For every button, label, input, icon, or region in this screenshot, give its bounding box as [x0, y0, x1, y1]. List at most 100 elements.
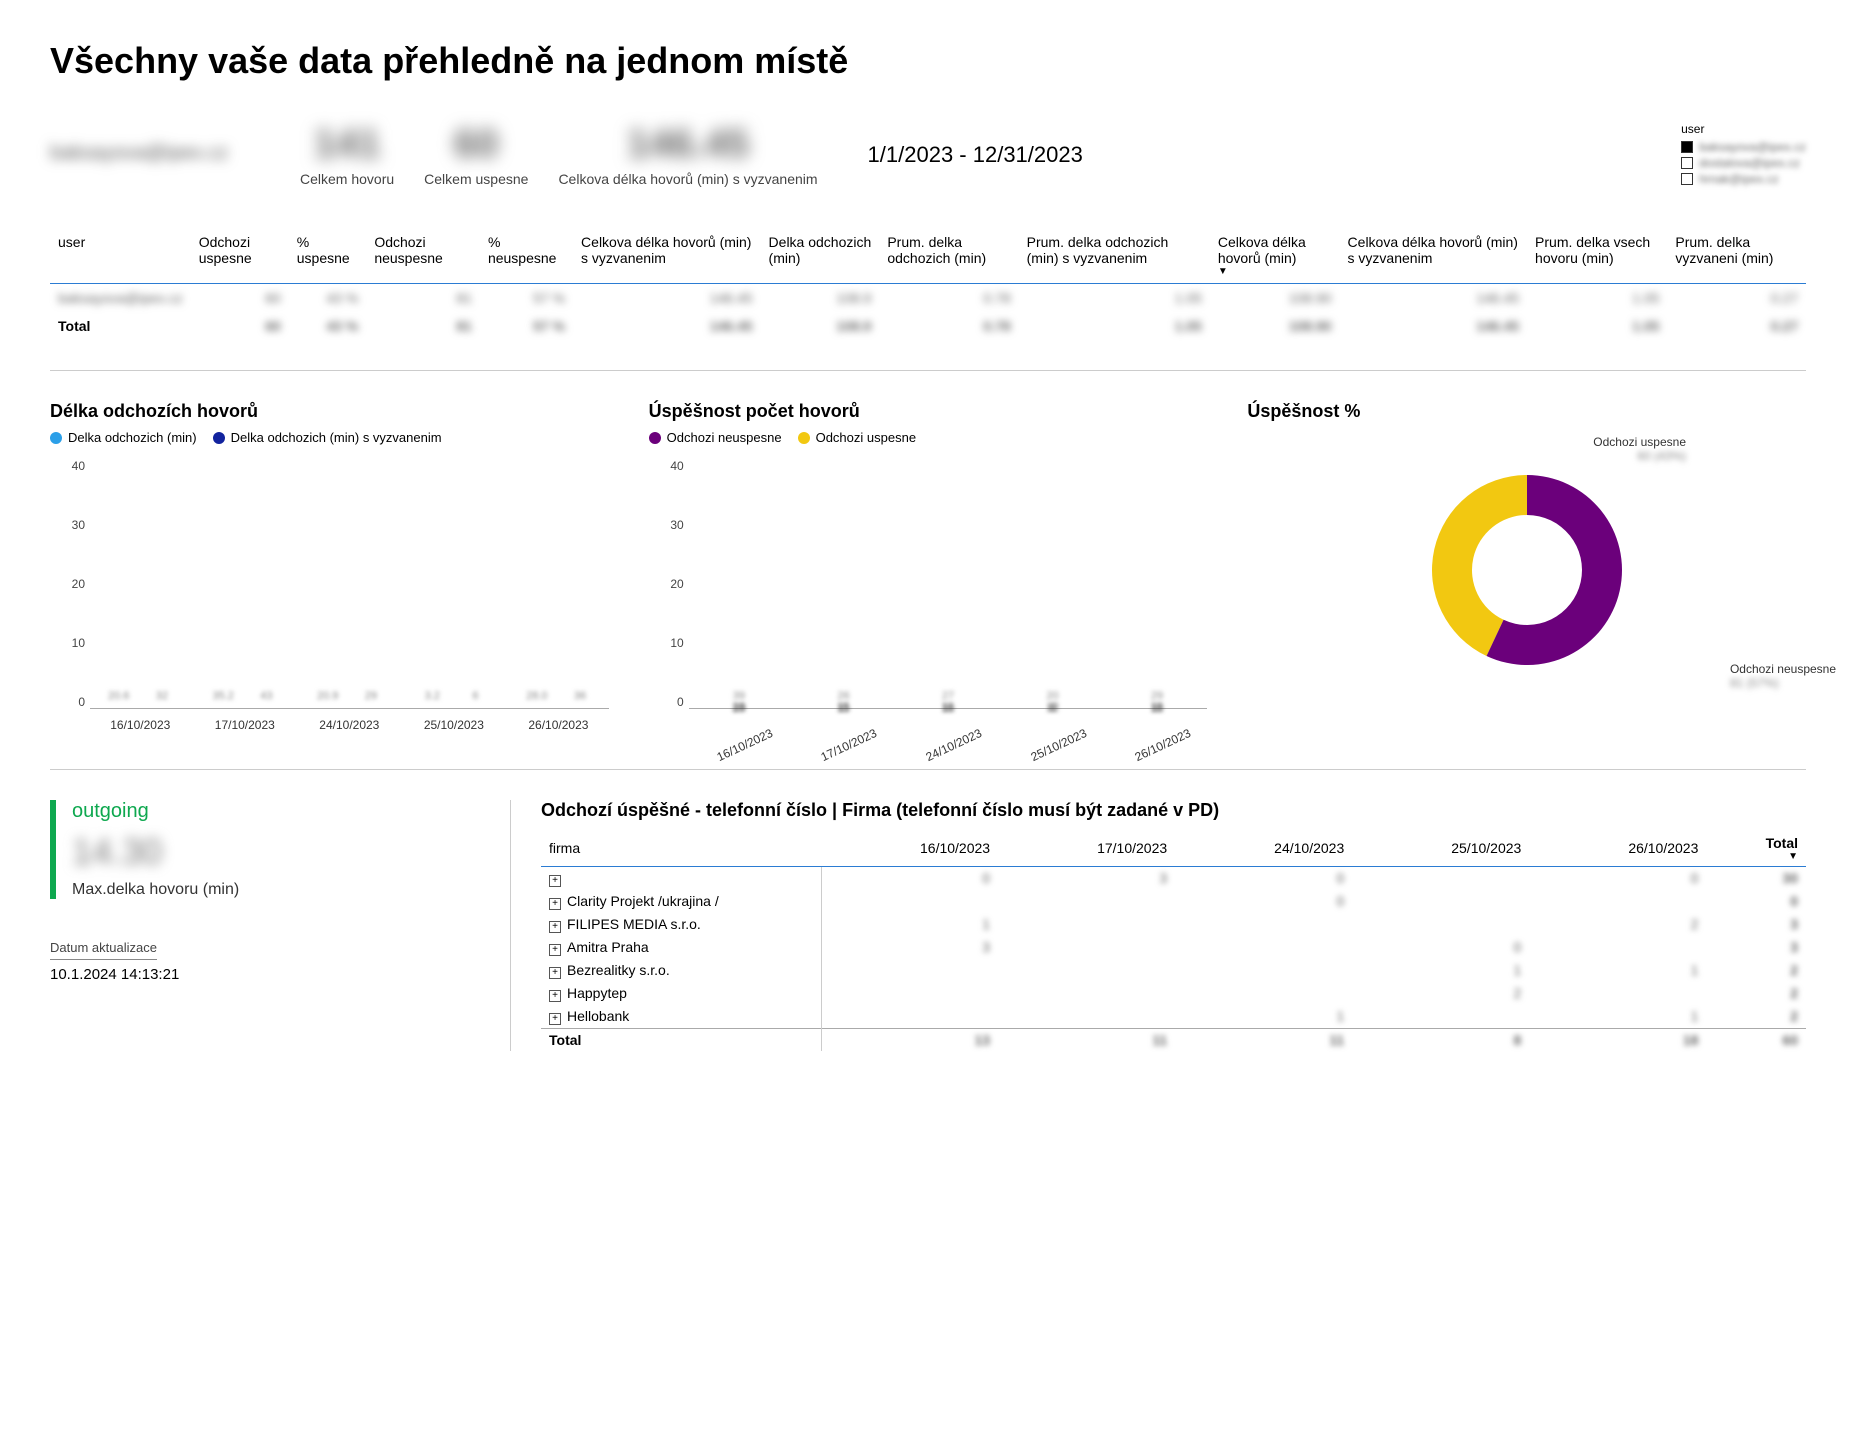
table-header[interactable]: Prum. delka vyzvaneni (min) — [1667, 228, 1806, 284]
cell: 0.27 — [1667, 312, 1806, 340]
sort-arrow-icon: ▼ — [1714, 851, 1798, 862]
chart-success-pct: Úspěšnost % Odchozi uspesne60 (43%) Odch… — [1247, 401, 1806, 739]
firm-name-cell[interactable]: +Amitra Praha — [541, 936, 821, 959]
table-header[interactable]: Celkova délka hovorů (min) s vyzvanenim — [573, 228, 761, 284]
firm-cell: 0 — [1175, 890, 1352, 913]
table-header[interactable]: % neuspesne — [480, 228, 573, 284]
firm-name-cell[interactable]: +FILIPES MEDIA s.r.o. — [541, 913, 821, 936]
firm-date-header[interactable]: 26/10/2023 — [1529, 831, 1706, 867]
legend-item: Odchozi uspesne — [798, 430, 916, 445]
table-header[interactable]: Delka odchozich (min) — [761, 228, 880, 284]
cell: 60 — [191, 312, 289, 340]
bar-chart: 403020100 20.63216/10/202335.24317/10/20… — [50, 459, 609, 739]
kpi-value: 60 — [424, 122, 528, 167]
y-tick: 30 — [649, 518, 684, 532]
firm-name: Clarity Projekt /ukrajina / — [567, 893, 719, 909]
firm-cell — [1352, 866, 1529, 890]
cell: 108.90 — [1210, 312, 1340, 340]
table-header[interactable]: Celkova délka hovorů (min) s vyzvanenim — [1340, 228, 1528, 284]
firm-name-cell[interactable]: +Hellobank — [541, 1005, 821, 1029]
cell: 57 % — [480, 284, 573, 313]
firm-total-cell: 13 — [821, 1028, 998, 1051]
firm-cell — [1175, 982, 1352, 1005]
expand-icon[interactable]: + — [549, 921, 561, 933]
user-filter-item[interactable]: baksayova@ipex.cz — [1681, 140, 1806, 154]
cell: 146.45 — [573, 312, 761, 340]
cell: 1.05 — [1527, 312, 1667, 340]
firm-cell — [998, 913, 1175, 936]
cell: 81 — [366, 284, 480, 313]
firm-date-header[interactable]: 16/10/2023 — [821, 831, 998, 867]
bar-label: 36 — [574, 690, 586, 702]
legend-item: Delka odchozich (min) s vyzvanenim — [213, 430, 442, 445]
cell: 0.27 — [1667, 284, 1806, 313]
table-header[interactable]: Celkova délka hovorů (min)▼ — [1210, 228, 1340, 284]
cell: 1.05 — [1019, 312, 1210, 340]
page-title: Všechny vaše data přehledně na jednom mí… — [50, 40, 1806, 82]
legend-dot-icon — [649, 432, 661, 444]
firm-date-header[interactable]: 17/10/2023 — [998, 831, 1175, 867]
table-header[interactable]: Prum. delka odchozich (min) — [879, 228, 1018, 284]
user-filter-item[interactable]: hrnak@ipex.cz — [1681, 172, 1806, 186]
chart-success-count: Úspěšnost počet hovorů Odchozi neuspesne… — [649, 401, 1208, 739]
expand-icon[interactable]: + — [549, 1013, 561, 1025]
user-filter-item[interactable]: dostalova@ipex.cz — [1681, 156, 1806, 170]
firm-cell: 1 — [1352, 959, 1529, 982]
bar-label: 3.2 — [425, 690, 440, 702]
bar-label: 20.6 — [108, 690, 129, 702]
legend-label: Odchozi uspesne — [816, 430, 916, 445]
chart-title: Úspěšnost % — [1247, 401, 1806, 422]
expand-icon[interactable]: + — [549, 875, 561, 887]
kpi-success-calls: 60 Celkem uspesne — [424, 122, 528, 187]
x-tick: 25/10/2023 — [1028, 726, 1088, 764]
firms-table: firma16/10/202317/10/202324/10/202325/10… — [541, 831, 1806, 1051]
kpi-row: baksayova@ipex.cz 141 Celkem hovoru 60 C… — [50, 122, 1806, 188]
x-tick: 26/10/2023 — [528, 718, 588, 732]
cell: 146.45 — [573, 284, 761, 313]
firm-name-cell[interactable]: + — [541, 866, 821, 890]
bar-total-label: 20 — [1046, 690, 1058, 702]
firm-cell: 1 — [821, 913, 998, 936]
checkbox-icon[interactable] — [1681, 173, 1693, 185]
expand-icon[interactable]: + — [549, 967, 561, 979]
y-tick: 40 — [649, 459, 684, 473]
date-range: 1/1/2023 - 12/31/2023 — [868, 122, 1083, 168]
table-header[interactable]: Odchozi uspesne — [191, 228, 289, 284]
table-header[interactable]: Prum. delka odchozich (min) s vyzvanenim — [1019, 228, 1210, 284]
expand-icon[interactable]: + — [549, 944, 561, 956]
firm-total-header[interactable]: Total▼ — [1706, 831, 1806, 867]
firm-cell: 0 — [1529, 866, 1706, 890]
table-header[interactable]: Prum. delka vsech hovoru (min) — [1527, 228, 1667, 284]
table-row: baksayova@ipex.cz6043 %8157 %146.45108.9… — [50, 284, 1806, 313]
firm-name: Happytep — [567, 985, 627, 1001]
firm-cell — [821, 1005, 998, 1029]
firm-cell — [1529, 936, 1706, 959]
firm-col-header[interactable]: firma — [541, 831, 821, 867]
table-header[interactable]: user — [50, 228, 191, 284]
legend-dot-icon — [50, 432, 62, 444]
firm-cell: 2 — [1706, 982, 1806, 1005]
kpi-total-duration: 146.45 Celkova délka hovorů (min) s vyzv… — [558, 122, 817, 187]
y-tick: 20 — [649, 577, 684, 591]
firm-cell — [998, 982, 1175, 1005]
expand-icon[interactable]: + — [549, 990, 561, 1002]
firm-date-header[interactable]: 25/10/2023 — [1352, 831, 1529, 867]
user-filter[interactable]: user baksayova@ipex.czdostalova@ipex.czh… — [1681, 122, 1806, 188]
firm-name-cell[interactable]: +Bezrealitky s.r.o. — [541, 959, 821, 982]
donut-svg — [1417, 460, 1637, 680]
cell: 108.9 — [761, 284, 880, 313]
firm-cell — [998, 959, 1175, 982]
checkbox-icon[interactable] — [1681, 141, 1693, 153]
firm-total-cell: 8 — [1352, 1028, 1529, 1051]
firm-total-label: Total — [541, 1028, 821, 1051]
firm-cell: 2 — [1529, 913, 1706, 936]
expand-icon[interactable]: + — [549, 898, 561, 910]
firm-name-cell[interactable]: + Happytep — [541, 982, 821, 1005]
firm-date-header[interactable]: 24/10/2023 — [1175, 831, 1352, 867]
checkbox-icon[interactable] — [1681, 157, 1693, 169]
divider — [50, 370, 1806, 371]
firm-name-cell[interactable]: + Clarity Projekt /ukrajina / — [541, 890, 821, 913]
firm-cell: 2 — [1706, 1005, 1806, 1029]
table-header[interactable]: Odchozi neuspesne — [366, 228, 480, 284]
table-header[interactable]: % uspesne — [289, 228, 367, 284]
